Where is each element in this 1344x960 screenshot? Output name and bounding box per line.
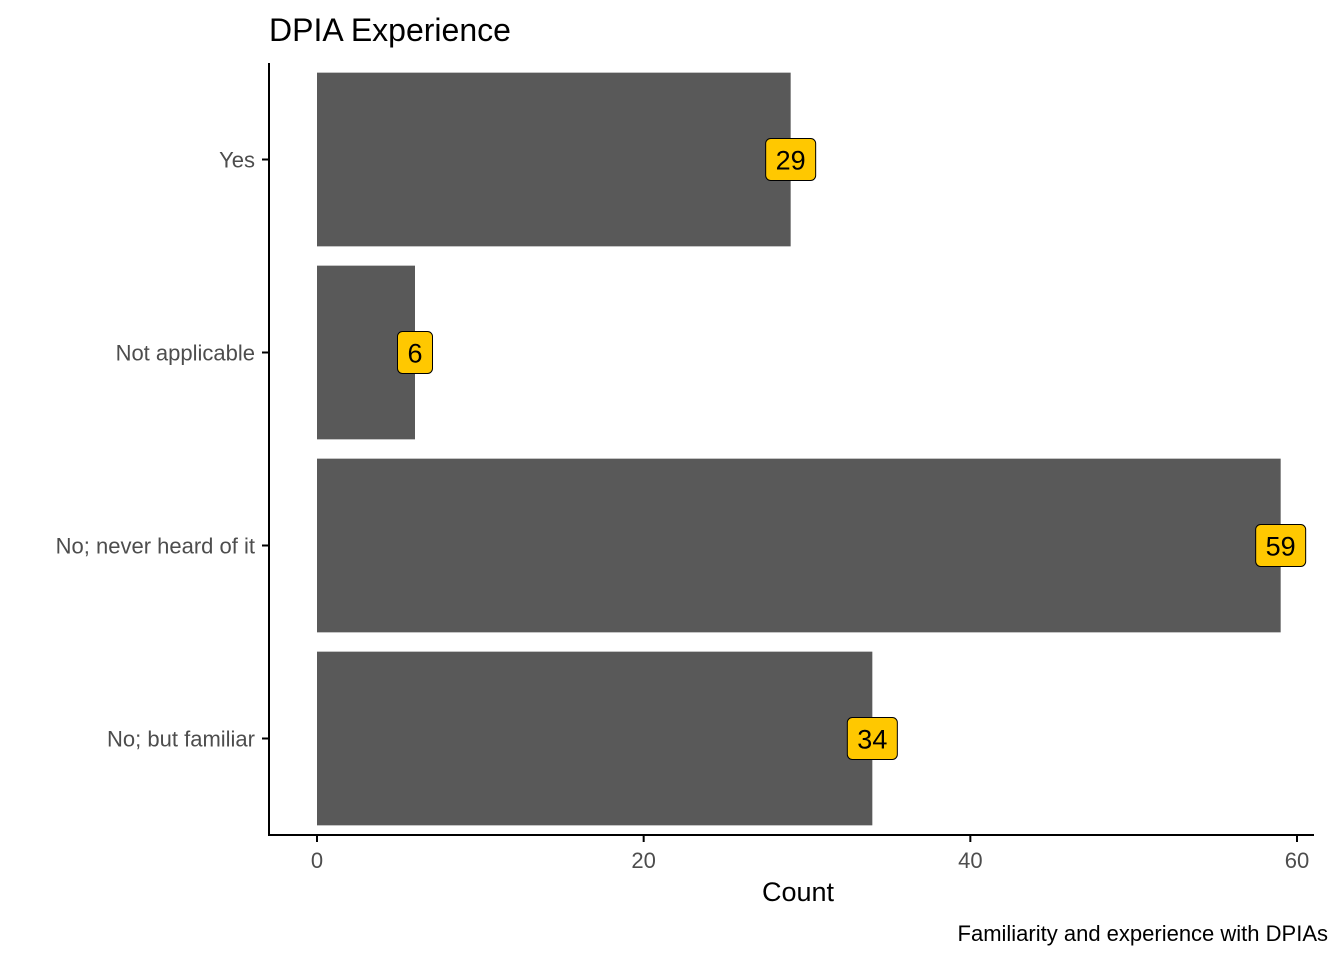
data-label-text-not-applicable: 6 (407, 339, 422, 369)
x-tick-label-40: 40 (958, 848, 982, 873)
bar-yes (317, 72, 791, 247)
bar-no-but-familiar (317, 651, 873, 826)
y-tick-label-no-but-familiar: No; but familiar (107, 727, 255, 752)
data-label-box-no-but-familiar (846, 717, 898, 760)
y-axis-ticks: Yes Not applicable No; never heard of it No… (56, 148, 269, 752)
bar-no-never-heard-of-it (317, 458, 1281, 633)
data-label-text-no-but-familiar: 34 (857, 725, 887, 755)
data-label-box-yes (765, 138, 817, 181)
data-label-no-but-familiar: 34 (846, 717, 898, 760)
y-tick-label-yes: Yes (219, 148, 255, 173)
bars-group (317, 72, 1281, 826)
data-label-text-yes: 29 (776, 146, 806, 176)
data-label-box-not-applicable (397, 331, 433, 374)
data-label-not-applicable: 6 (397, 331, 433, 374)
data-label-yes: 29 (765, 138, 817, 181)
y-tick-label-not-applicable: Not applicable (116, 341, 255, 366)
data-label-text-no-never-heard-of-it: 59 (1266, 532, 1296, 562)
y-tick-label-no-never-heard-of-it: No; never heard of it (56, 534, 255, 559)
data-label-box-no-never-heard-of-it (1255, 524, 1307, 567)
x-axis-ticks: 0 20 40 60 (311, 835, 1309, 873)
x-tick-label-60: 60 (1285, 848, 1309, 873)
x-tick-label-0: 0 (311, 848, 323, 873)
x-axis-label: Count (762, 877, 835, 907)
chart-caption: Familiarity and experience with DPIAs (958, 921, 1328, 946)
x-tick-label-20: 20 (631, 848, 655, 873)
data-labels-group: 29 6 59 34 (397, 138, 1307, 760)
data-label-no-never-heard-of-it: 59 (1255, 524, 1307, 567)
chart-title: DPIA Experience (269, 12, 511, 48)
